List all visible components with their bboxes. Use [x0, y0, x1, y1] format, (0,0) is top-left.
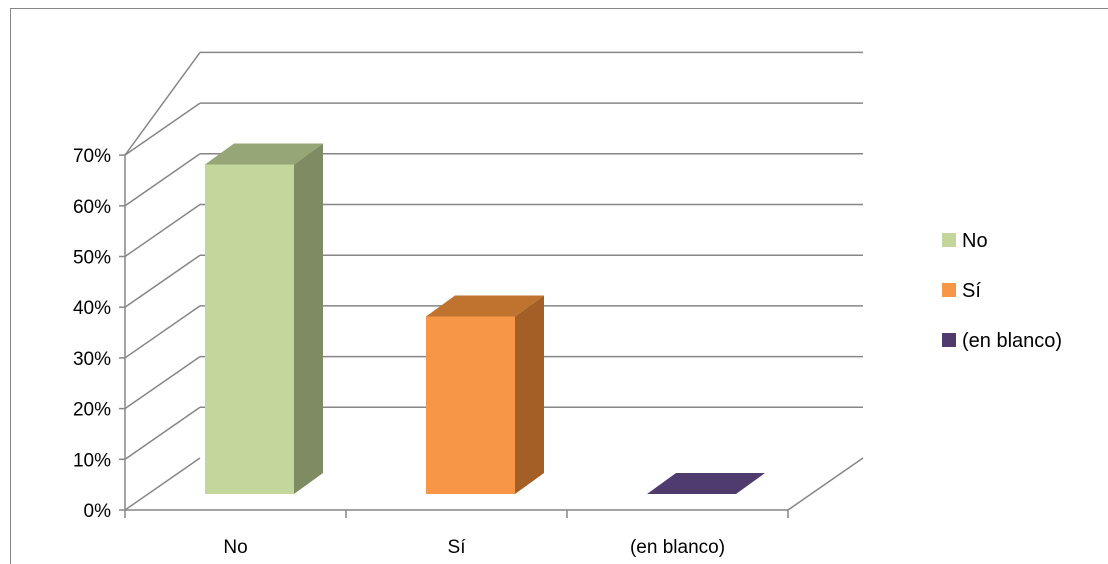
- bar-2: [426, 295, 544, 494]
- gridline-side: [124, 254, 201, 308]
- legend-label: (en blanco): [962, 330, 1062, 352]
- y-tick-label: 70%: [73, 146, 111, 167]
- y-tick-label: 20%: [73, 400, 111, 421]
- bar-1: [205, 143, 323, 494]
- legend-item: (en blanco): [942, 330, 1062, 352]
- gridline-side: [124, 305, 201, 359]
- x-tick-label: No: [223, 537, 247, 558]
- bar-layer: [205, 143, 765, 494]
- bar-top: [426, 295, 544, 317]
- gridline-side: [124, 153, 201, 207]
- chart-area: [10, 8, 1108, 564]
- legend-label: Sí: [962, 280, 981, 302]
- y-tick-label: 40%: [73, 298, 111, 319]
- gridline-side: [124, 203, 201, 258]
- y-tick-label: 60%: [73, 197, 111, 218]
- gridline-side: [124, 355, 201, 410]
- axis-layer: [119, 154, 864, 518]
- bar-front: [205, 164, 294, 494]
- side-wall-top: [124, 51, 201, 156]
- bar-front: [426, 316, 515, 494]
- x-tick-label: (en blanco): [630, 537, 725, 558]
- bar-top: [647, 473, 765, 494]
- gridline-side: [124, 406, 201, 460]
- legend-item: No: [942, 230, 988, 252]
- bar-top: [205, 143, 323, 165]
- floor-right-edge: [787, 457, 864, 511]
- bar-side: [515, 295, 544, 494]
- gridline-side: [124, 457, 201, 511]
- y-tick-label: 0%: [84, 501, 112, 522]
- bar-3: [647, 473, 765, 494]
- legend-swatch: [942, 233, 956, 247]
- x-tick-label: Sí: [448, 537, 467, 558]
- legend-swatch: [942, 283, 956, 297]
- y-tick-label: 50%: [73, 248, 111, 269]
- gridline-side: [124, 102, 201, 156]
- label-layer: 0% 10% 20% 30% 40% 50% 60% 70% No Sí (en blanco): [73, 146, 725, 558]
- legend: No Sí (en blanco): [942, 230, 1062, 352]
- legend-label: No: [962, 230, 988, 252]
- y-tick-label: 30%: [73, 349, 111, 370]
- legend-item: Sí: [942, 280, 981, 302]
- y-tick-label: 10%: [73, 450, 111, 471]
- bar-side: [294, 143, 323, 494]
- legend-swatch: [942, 333, 956, 347]
